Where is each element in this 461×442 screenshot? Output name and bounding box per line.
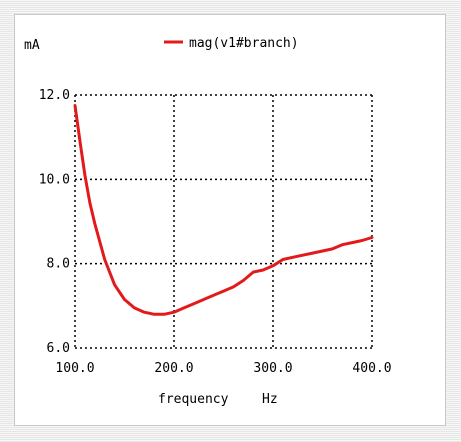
x-axis-unit: Hz	[262, 392, 278, 407]
x-tick-label: 100.0	[55, 361, 94, 376]
x-tick-label: 400.0	[352, 361, 391, 376]
y-tick-label: 8.0	[47, 257, 70, 272]
grid	[74, 94, 373, 349]
y-unit-label: mA	[24, 38, 40, 53]
x-tick-label: 200.0	[154, 361, 193, 376]
y-tick-label: 12.0	[39, 88, 70, 103]
legend-label: mag(v1#branch)	[189, 36, 299, 51]
plot-panel	[14, 14, 446, 426]
y-tick-label: 10.0	[39, 172, 70, 187]
y-tick-label: 6.0	[47, 341, 70, 356]
x-axis-label: frequency	[158, 392, 229, 407]
axes: 100.0 200.0 300.0 400.0 6.0 8.0 10.0 12.0	[39, 88, 392, 376]
series-line	[73, 104, 374, 316]
series-layer	[73, 104, 374, 316]
x-tick-label: 300.0	[253, 361, 292, 376]
